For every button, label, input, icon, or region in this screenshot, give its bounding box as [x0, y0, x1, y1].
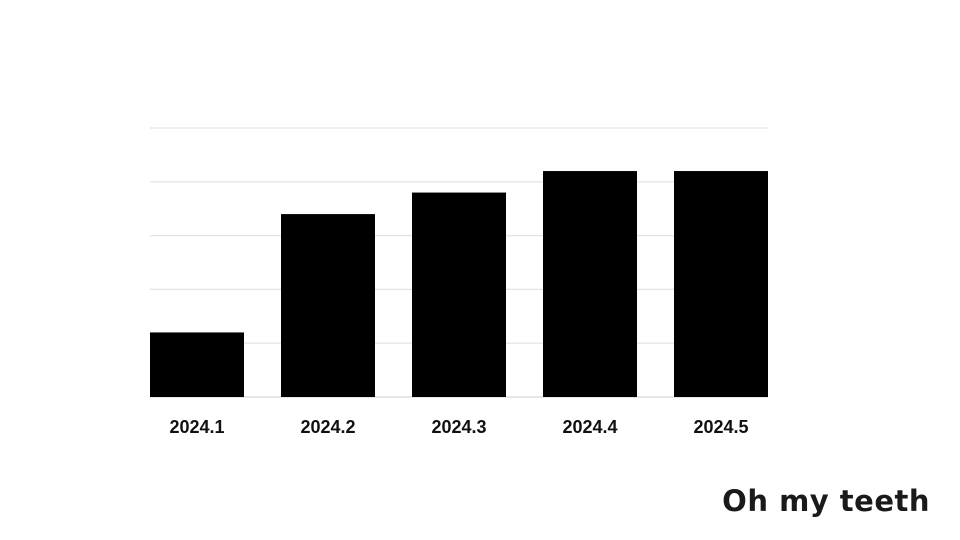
x-tick-label-2024.2: 2024.2: [300, 417, 355, 437]
bar-2024.5: [674, 171, 768, 397]
x-tick-label-2024.1: 2024.1: [169, 417, 224, 437]
bar-2024.1: [150, 332, 244, 397]
bars: [150, 171, 768, 397]
x-tick-label-2024.3: 2024.3: [431, 417, 486, 437]
x-tick-label-2024.5: 2024.5: [693, 417, 748, 437]
x-axis-tick-labels: 2024.1 2024.2 2024.3 2024.4 2024.5: [169, 417, 748, 437]
bar-2024.4: [543, 171, 637, 397]
x-tick-label-2024.4: 2024.4: [562, 417, 617, 437]
brand-logo: Oh my teeth: [722, 484, 930, 518]
bar-2024.2: [281, 214, 375, 397]
bar-2024.3: [412, 192, 506, 397]
